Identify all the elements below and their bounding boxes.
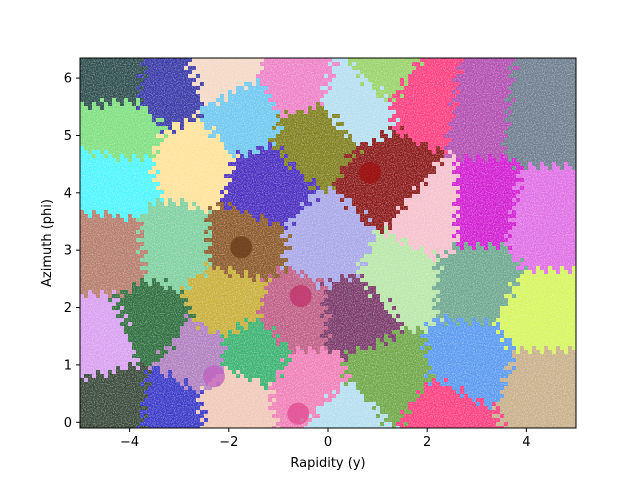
highlight-point: [289, 285, 312, 308]
y-tick-label: 0: [64, 416, 72, 431]
highlight-point: [359, 161, 382, 184]
y-tick-label: 4: [64, 186, 72, 201]
highlight-point: [287, 402, 310, 425]
grain-overlay: [80, 58, 576, 428]
y-axis-ticks: 0 1 2 3 4 5 6: [64, 72, 80, 431]
x-axis-ticks: −4 −2 0 2 4: [120, 428, 531, 450]
y-tick-label: 6: [64, 72, 72, 87]
highlight-point: [202, 365, 225, 388]
y-axis-label: Azimuth (phi): [40, 199, 55, 287]
x-tick-label: 2: [423, 435, 431, 450]
y-tick-label: 2: [64, 301, 72, 316]
x-tick-label: 4: [522, 435, 530, 450]
x-tick-label: −2: [219, 435, 238, 450]
x-tick-label: 0: [324, 435, 332, 450]
y-tick-label: 3: [64, 244, 72, 259]
highlight-layer: [202, 161, 382, 425]
x-axis-label: Rapidity (y): [290, 456, 365, 471]
y-tick-label: 1: [64, 358, 72, 373]
y-tick-label: 5: [64, 129, 72, 144]
highlight-point: [230, 236, 253, 259]
x-tick-label: −4: [120, 435, 139, 450]
